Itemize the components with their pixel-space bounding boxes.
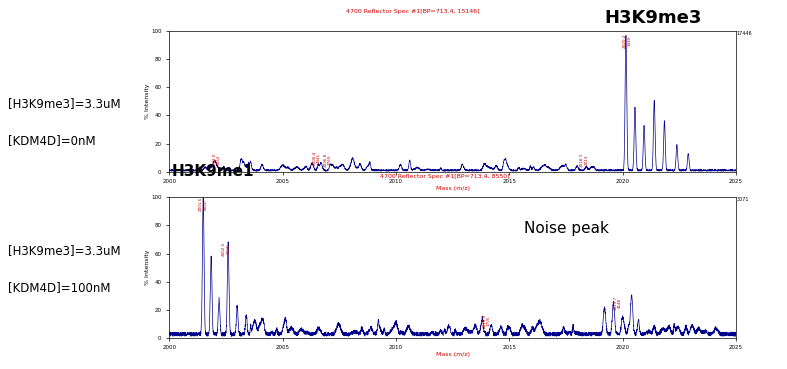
Text: 2018.3
2013: 2018.3 2013 bbox=[580, 153, 589, 168]
Text: 17446: 17446 bbox=[737, 31, 752, 37]
Text: [KDM4D]=100nM: [KDM4D]=100nM bbox=[8, 281, 110, 294]
Text: 2002.5
5030: 2002.5 5030 bbox=[222, 242, 230, 256]
Text: 2013.9
1705: 2013.9 1705 bbox=[482, 314, 491, 328]
X-axis label: Mass (m/z): Mass (m/z) bbox=[435, 352, 470, 357]
Text: H3K9me1: H3K9me1 bbox=[172, 164, 253, 179]
Y-axis label: % Intensity: % Intensity bbox=[145, 84, 150, 119]
Y-axis label: % Intensity: % Intensity bbox=[145, 250, 150, 285]
Text: 2019.7
4148: 2019.7 4148 bbox=[614, 295, 623, 310]
Text: 3071: 3071 bbox=[737, 197, 749, 203]
Text: [H3K9me3]=3.3uM: [H3K9me3]=3.3uM bbox=[8, 97, 120, 110]
Text: 4700 Reflector Spec #1[BP=713.4, 15146]: 4700 Reflector Spec #1[BP=713.4, 15146] bbox=[346, 9, 480, 14]
Text: 2002.0
3052: 2002.0 3052 bbox=[212, 153, 221, 168]
Text: H3K9me3: H3K9me3 bbox=[604, 9, 702, 27]
Text: 4700 Reflector Spec #1[BP=713.4, 8550]: 4700 Reflector Spec #1[BP=713.4, 8550] bbox=[380, 174, 509, 179]
Text: 2020.2
3345: 2020.2 3345 bbox=[623, 34, 631, 48]
Text: 2006.8
3769: 2006.8 3769 bbox=[323, 153, 332, 168]
Text: [H3K9me3]=3.3uM: [H3K9me3]=3.3uM bbox=[8, 244, 120, 258]
Text: 2001.5
8550: 2001.5 8550 bbox=[199, 197, 208, 211]
X-axis label: Mass (m/z): Mass (m/z) bbox=[435, 186, 470, 191]
Text: 2006.4
4341: 2006.4 4341 bbox=[312, 150, 321, 165]
Text: Noise peak: Noise peak bbox=[524, 221, 609, 236]
Text: [KDM4D]=0nM: [KDM4D]=0nM bbox=[8, 134, 95, 147]
